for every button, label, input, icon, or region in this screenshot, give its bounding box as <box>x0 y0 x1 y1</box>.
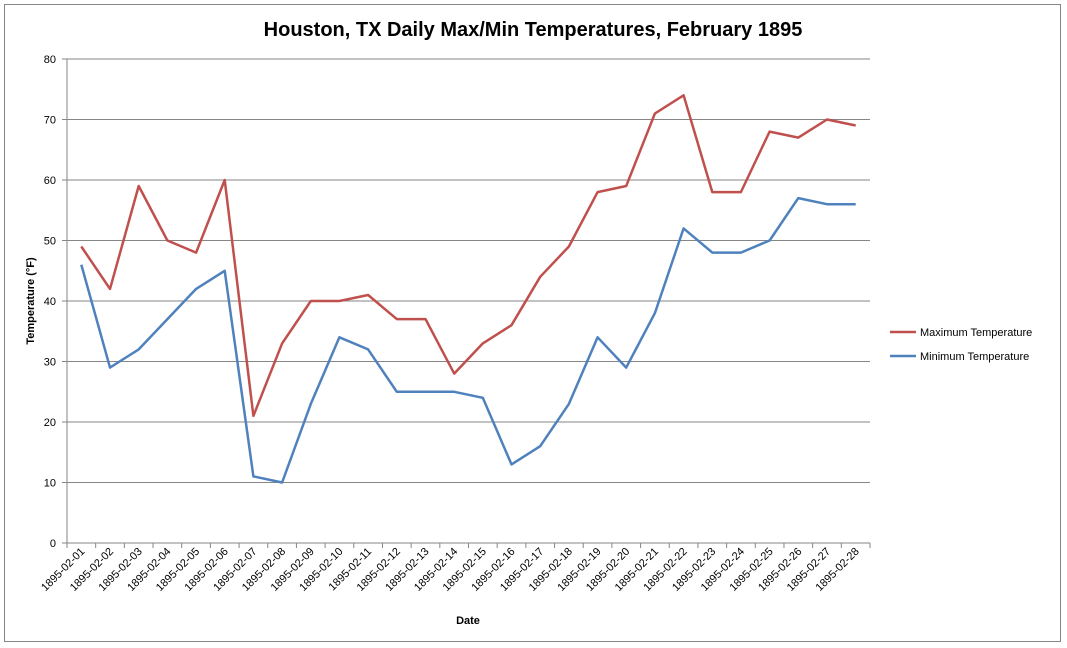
x-tick-labels: 1895-02-011895-02-021895-02-031895-02-04… <box>39 543 871 594</box>
chart-frame <box>4 4 1061 642</box>
y-axis-title: Temperature (°F) <box>25 257 37 345</box>
y-tick-label: 50 <box>44 236 56 248</box>
y-tick-label: 80 <box>44 54 56 66</box>
series-line-minimum-temperature <box>80 196 856 484</box>
y-tick-label: 0 <box>50 538 56 550</box>
series-lines <box>80 94 856 484</box>
y-tick-label: 70 <box>44 115 56 127</box>
legend-label: Minimum Temperature <box>920 351 1029 363</box>
grid-lines <box>67 58 870 483</box>
y-tick-label: 10 <box>44 478 56 490</box>
legend-label: Maximum Temperature <box>920 327 1032 339</box>
y-tick-label: 60 <box>44 175 56 187</box>
chart-title: Houston, TX Daily Max/Min Temperatures, … <box>264 19 803 41</box>
series-line-maximum-temperature <box>80 94 856 418</box>
y-tick-label: 30 <box>44 357 56 369</box>
y-tick-labels: 0 10 20 30 40 50 60 70 80 <box>44 54 67 550</box>
x-axis-title: Date <box>456 615 480 627</box>
y-tick-label: 40 <box>44 296 56 308</box>
legend: Maximum Temperature Minimum Temperature <box>890 327 1032 363</box>
y-tick-label: 20 <box>44 417 56 429</box>
